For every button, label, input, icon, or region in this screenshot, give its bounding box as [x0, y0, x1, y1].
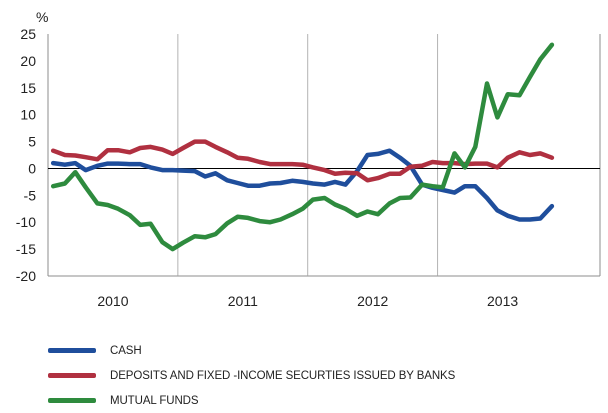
- y-unit-label: %: [36, 9, 48, 25]
- legend-item-cash: CASH: [48, 338, 455, 363]
- legend-label-mutual-funds: MUTUAL FUNDS: [110, 394, 199, 407]
- legend-swatch-cash: [48, 348, 96, 353]
- x-tick-label: 2011: [228, 293, 258, 309]
- y-axis: 25 20 15 10 5 0 -5 -10 -15 -20: [16, 26, 36, 284]
- y-tick-label: 25: [20, 26, 36, 42]
- legend-label-cash: CASH: [110, 344, 142, 357]
- y-tick-label: -10: [16, 214, 36, 230]
- legend-item-mutual-funds: MUTUAL FUNDS: [48, 388, 455, 413]
- y-tick-label: 5: [28, 134, 36, 150]
- x-tick-label: 2010: [97, 293, 128, 309]
- legend-swatch-mutual-funds: [48, 398, 96, 403]
- y-tick-label: -5: [24, 187, 37, 203]
- line-chart: % 25 20 15 10 5 0 -5 -10 -15 -20 2010 2011 2012 2013: [16, 9, 601, 309]
- legend-item-deposits: DEPOSITS AND FIXED -INCOME SECURTIES ISS…: [48, 363, 455, 388]
- y-tick-label: -15: [16, 241, 36, 257]
- legend-swatch-deposits: [48, 373, 96, 378]
- y-tick-label: -20: [16, 268, 36, 284]
- x-tick-label: 2012: [357, 293, 388, 309]
- y-tick-label: 10: [20, 107, 36, 123]
- series-lines: [50, 42, 555, 252]
- legend-label-deposits: DEPOSITS AND FIXED -INCOME SECURTIES ISS…: [110, 369, 456, 382]
- y-tick-label: 0: [28, 160, 36, 176]
- series-line-2: [50, 42, 555, 252]
- series-line-0: [50, 148, 555, 222]
- legend: CASH DEPOSITS AND FIXED -INCOME SECURTIE…: [48, 338, 455, 413]
- y-tick-label: 20: [20, 53, 36, 69]
- x-tick-label: 2013: [487, 293, 518, 309]
- x-axis: 2010 2011 2012 2013: [97, 293, 518, 309]
- y-tick-label: 15: [20, 80, 36, 96]
